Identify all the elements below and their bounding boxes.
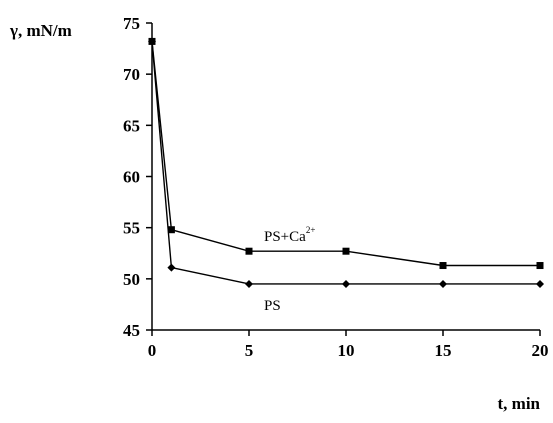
data-point-ps: [536, 279, 544, 288]
data-point-ps: [167, 263, 176, 272]
y-axis-ticks: 45 50 55 60 65 70 75: [123, 14, 152, 340]
data-point-ps: [245, 279, 253, 288]
y-tick-label: 50: [123, 270, 140, 289]
y-axis-title: γ, mN/m: [9, 21, 72, 40]
data-point-ps-ca: [245, 247, 253, 255]
series-layer: [148, 37, 544, 288]
series-line-ps: [151, 41, 540, 285]
data-point-ps: [342, 279, 350, 288]
data-point-ps-ca: [439, 262, 447, 270]
x-tick-label: 15: [435, 341, 452, 360]
y-tick-label: 65: [123, 116, 140, 135]
x-tick-label: 20: [532, 341, 549, 360]
data-point-ps-ca: [536, 262, 544, 270]
data-point-ps-ca: [167, 226, 175, 234]
series-line-ps-ca: [151, 41, 540, 267]
y-tick-label: 75: [123, 14, 140, 33]
x-axis-title: t, min: [498, 394, 541, 413]
y-tick-label: 55: [123, 219, 140, 238]
x-tick-label: 5: [245, 341, 254, 360]
x-tick-label: 10: [338, 341, 355, 360]
y-tick-label: 70: [123, 65, 140, 84]
x-axis-ticks: 0 5 10 15 20: [148, 330, 549, 360]
data-point-ps: [148, 37, 156, 46]
series-label-ps-ca: PS+Ca2+: [264, 225, 315, 245]
data-point-ps: [439, 279, 447, 288]
y-tick-label: 45: [123, 321, 140, 340]
data-point-ps-ca: [342, 247, 350, 255]
y-tick-label: 60: [123, 168, 140, 187]
x-tick-label: 0: [148, 341, 157, 360]
series-label-ps: PS: [264, 298, 281, 314]
